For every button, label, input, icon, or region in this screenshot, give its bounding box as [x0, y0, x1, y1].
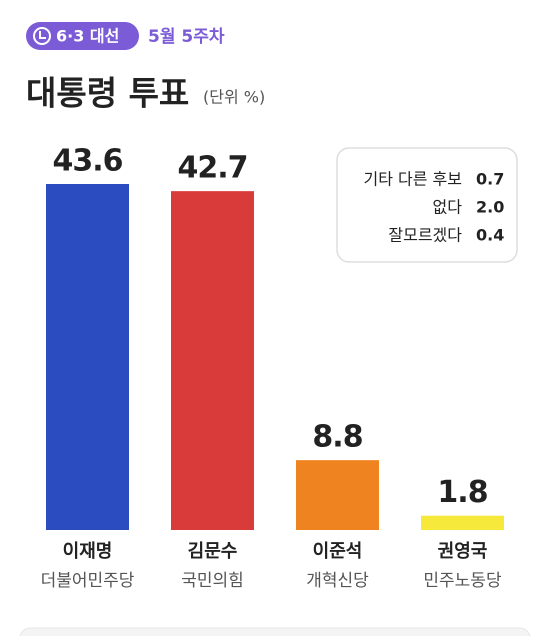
- party-name: 민주노동당: [423, 571, 502, 591]
- bar: [296, 460, 379, 530]
- bar: [46, 184, 129, 530]
- party-name: 국민의힘: [181, 571, 244, 591]
- bar: [171, 191, 254, 530]
- value-label: 8.8: [312, 420, 362, 455]
- chart-title: 대통령 투표: [26, 74, 189, 113]
- candidate-name: 이재명: [63, 541, 113, 562]
- value-label: 42.7: [177, 151, 247, 186]
- card-edge: [19, 627, 531, 636]
- value-label: 1.8: [437, 475, 487, 510]
- other-label: 기타 다른 후보: [364, 170, 463, 189]
- other-label: 잘모르겠다: [388, 226, 462, 245]
- party-name: 개혁신당: [306, 571, 369, 591]
- others-box: [336, 147, 518, 263]
- badge-icon: [33, 27, 51, 45]
- other-value: 0.4: [476, 226, 504, 245]
- candidate-name: 김문수: [188, 541, 238, 562]
- badge-icon: [39, 31, 46, 39]
- other-value: 0.7: [476, 170, 504, 189]
- other-label: 없다: [433, 198, 463, 217]
- badge-text: 6·3 대선: [56, 27, 119, 46]
- candidate-name: 이준석: [313, 541, 363, 562]
- candidate-name: 권영국: [438, 541, 488, 562]
- unit: (단위 %): [203, 88, 265, 107]
- subtitle: 5월 5주차: [148, 27, 225, 47]
- bar: [421, 515, 504, 530]
- badge: [26, 22, 139, 50]
- value-label: 43.6: [52, 144, 122, 179]
- party-name: 더불어민주당: [41, 571, 135, 591]
- other-value: 2.0: [476, 198, 504, 217]
